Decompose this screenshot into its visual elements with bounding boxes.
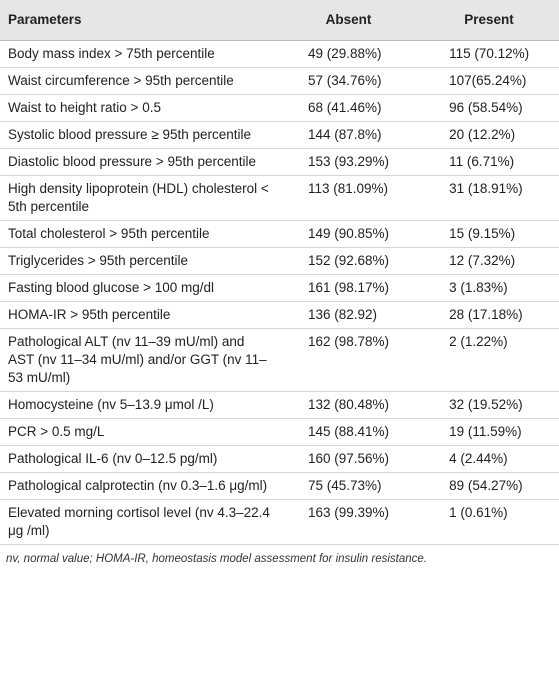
parameter-cell: Waist circumference > 95th percentile — [0, 67, 278, 95]
value-cell: 113 (81.09%) — [278, 175, 420, 221]
parameter-cell: Waist to height ratio > 0.5 — [0, 94, 278, 122]
header-cell: Present — [419, 0, 559, 41]
parameter-cell: Diastolic blood pressure > 95th percenti… — [0, 148, 278, 176]
value-cell: 1 (0.61%) — [419, 499, 559, 545]
parameter-cell: High density lipoprotein (HDL) cholester… — [0, 175, 278, 221]
value-cell: 152 (92.68%) — [278, 247, 420, 275]
value-cell: 153 (93.29%) — [278, 148, 420, 176]
parameter-cell: Elevated morning cortisol level (nv 4.3–… — [0, 499, 278, 545]
table-row: Homocysteine (nv 5–13.9 μmol /L) 132 (80.… — [0, 391, 559, 419]
parameter-cell: Total cholesterol > 95th percentile — [0, 220, 278, 248]
table-row: Waist to height ratio > 0.5 68 (41.46%) 96… — [0, 94, 559, 122]
table-row: Total cholesterol > 95th percentile 149 (… — [0, 220, 559, 248]
value-cell: 12 (7.32%) — [419, 247, 559, 275]
value-cell: 115 (70.12%) — [419, 40, 559, 68]
value-cell: 96 (58.54%) — [419, 94, 559, 122]
value-cell: 132 (80.48%) — [278, 391, 420, 419]
value-cell: 31 (18.91%) — [419, 175, 559, 221]
value-cell: 3 (1.83%) — [419, 274, 559, 302]
data-table: Parameters Absent Present Body mass index … — [0, 0, 559, 545]
value-cell: 4 (2.44%) — [419, 445, 559, 473]
table-row: Pathological calprotectin (nv 0.3–1.6 μg… — [0, 472, 559, 500]
parameter-cell: Body mass index > 75th percentile — [0, 40, 278, 68]
value-cell: 57 (34.76%) — [278, 67, 420, 95]
value-cell: 144 (87.8%) — [278, 121, 420, 149]
value-cell: 19 (11.59%) — [419, 418, 559, 446]
value-cell: 136 (82.92) — [278, 301, 420, 329]
table-row: Fasting blood glucose > 100 mg/dl 161 (98… — [0, 274, 559, 302]
parameter-cell: Systolic blood pressure ≥ 95th percentil… — [0, 121, 278, 149]
table-row: PCR > 0.5 mg/L 145 (88.41%) 19 (11.59%) — [0, 418, 559, 446]
header-cell: Absent — [278, 0, 420, 41]
value-cell: 89 (54.27%) — [419, 472, 559, 500]
value-cell: 28 (17.18%) — [419, 301, 559, 329]
value-cell: 145 (88.41%) — [278, 418, 420, 446]
value-cell: 32 (19.52%) — [419, 391, 559, 419]
parameter-cell: Pathological calprotectin (nv 0.3–1.6 μg… — [0, 472, 278, 500]
value-cell: 162 (98.78%) — [278, 328, 420, 392]
parameter-cell: Triglycerides > 95th percentile — [0, 247, 278, 275]
table-body: Body mass index > 75th percentile 49 (29.… — [0, 40, 559, 545]
footnote: nv, normal value; HOMA-IR, homeostasis m… — [6, 553, 427, 565]
value-cell: 163 (99.39%) — [278, 499, 420, 545]
table-row: Waist circumference > 95th percentile 57 … — [0, 67, 559, 95]
value-cell: 20 (12.2%) — [419, 121, 559, 149]
table-row: Elevated morning cortisol level (nv 4.3–… — [0, 499, 559, 545]
table-row: High density lipoprotein (HDL) cholester… — [0, 175, 559, 221]
parameter-cell: Fasting blood glucose > 100 mg/dl — [0, 274, 278, 302]
value-cell: 11 (6.71%) — [419, 148, 559, 176]
value-cell: 107(65.24%) — [419, 67, 559, 95]
header-cell: Parameters — [0, 0, 278, 41]
table-row: HOMA-IR > 95th percentile 136 (82.92) 28 (… — [0, 301, 559, 329]
parameter-cell: Homocysteine (nv 5–13.9 μmol /L) — [0, 391, 278, 419]
table-row: Pathological IL-6 (nv 0–12.5 pg/ml) 160 (… — [0, 445, 559, 473]
parameter-cell: PCR > 0.5 mg/L — [0, 418, 278, 446]
value-cell: 49 (29.88%) — [278, 40, 420, 68]
value-cell: 149 (90.85%) — [278, 220, 420, 248]
table-row: Triglycerides > 95th percentile 152 (92.6… — [0, 247, 559, 275]
value-cell: 15 (9.15%) — [419, 220, 559, 248]
parameter-cell: Pathological IL-6 (nv 0–12.5 pg/ml) — [0, 445, 278, 473]
value-cell: 160 (97.56%) — [278, 445, 420, 473]
table-row: Diastolic blood pressure > 95th percenti… — [0, 148, 559, 176]
table-row: Systolic blood pressure ≥ 95th percentil… — [0, 121, 559, 149]
parameter-cell: Pathological ALT (nv 11–39 mU/ml) and AS… — [0, 328, 278, 392]
table-row: Body mass index > 75th percentile 49 (29.… — [0, 40, 559, 68]
value-cell: 68 (41.46%) — [278, 94, 420, 122]
parameter-cell: HOMA-IR > 95th percentile — [0, 301, 278, 329]
value-cell: 161 (98.17%) — [278, 274, 420, 302]
value-cell: 75 (45.73%) — [278, 472, 420, 500]
value-cell: 2 (1.22%) — [419, 328, 559, 392]
header-row: Parameters Absent Present — [0, 0, 559, 41]
table-row: Pathological ALT (nv 11–39 mU/ml) and AS… — [0, 328, 559, 392]
